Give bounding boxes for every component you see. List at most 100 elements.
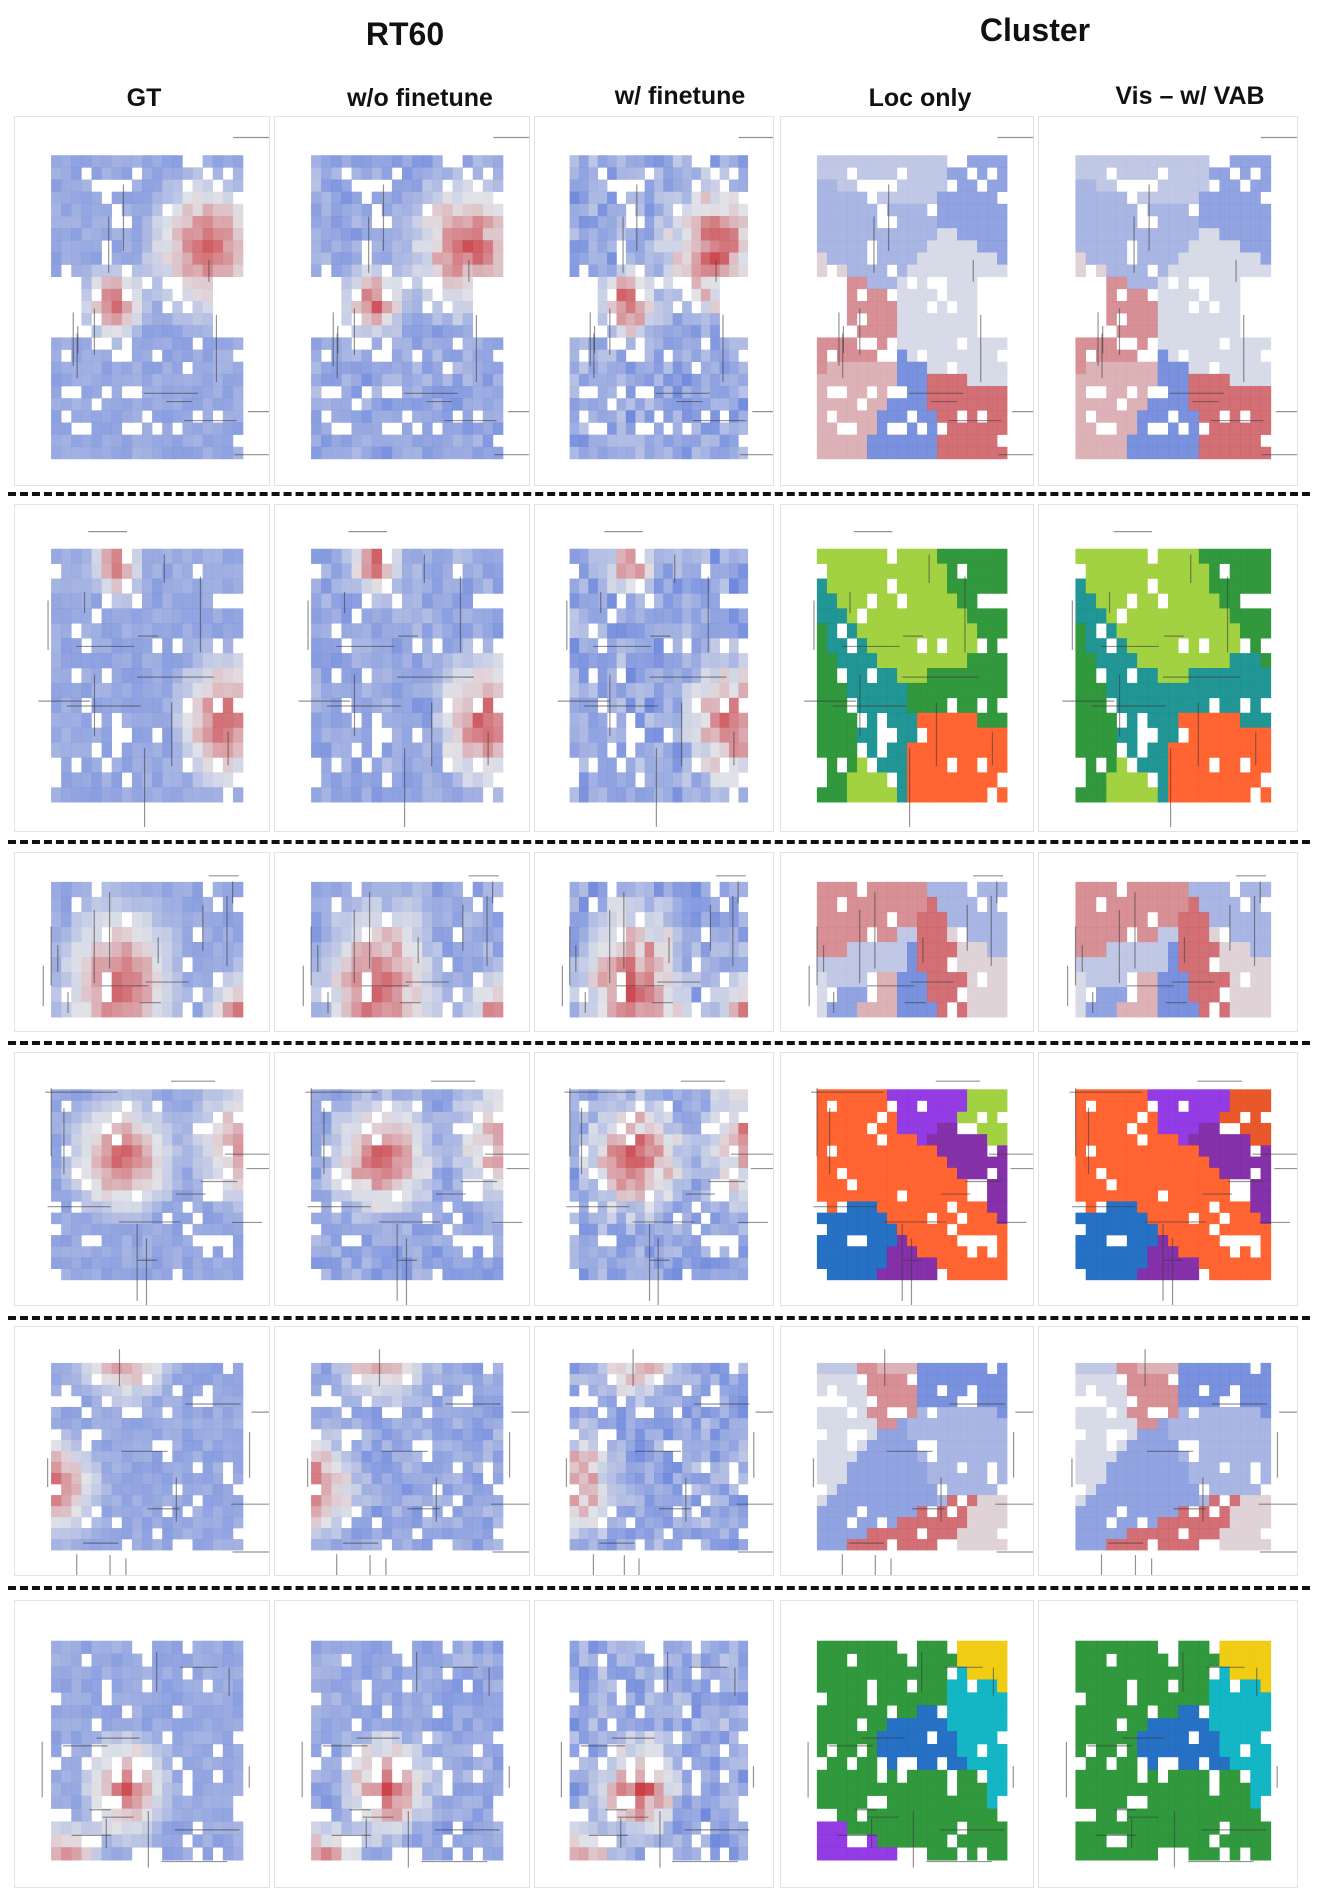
grid-cell — [816, 682, 828, 699]
grid-cell — [691, 742, 702, 758]
grid-cell — [1229, 942, 1241, 958]
grid-cell — [1198, 446, 1210, 460]
grid-cell — [422, 881, 433, 898]
grid-cell — [977, 215, 988, 229]
grid-cell — [71, 926, 82, 943]
grid-cell — [432, 240, 443, 253]
grid-cell — [452, 228, 463, 241]
grid-cell — [1239, 911, 1251, 928]
grid-cell — [997, 179, 1008, 192]
grid-cell — [997, 623, 1008, 639]
grid-cell — [472, 772, 484, 788]
grid-cell — [1157, 926, 1169, 943]
grid-cell — [462, 896, 474, 913]
grid-cell — [462, 228, 474, 241]
grid-cell — [131, 434, 143, 448]
grid-cell — [607, 682, 617, 699]
grid-cell — [101, 446, 112, 460]
grid-cell — [1096, 434, 1107, 448]
grid-cell — [1147, 203, 1159, 217]
grid-cell — [472, 240, 484, 253]
grid-cell — [957, 434, 968, 448]
grid-cell — [412, 1167, 423, 1180]
grid-cell — [111, 1100, 123, 1113]
grid-cell — [452, 881, 463, 898]
grid-cell — [222, 1156, 234, 1169]
grid-cell — [182, 593, 193, 609]
grid-cell — [202, 787, 214, 803]
grid-cell — [142, 653, 153, 669]
grid-cell — [957, 972, 968, 988]
grid-cell — [997, 410, 1008, 423]
grid-cell — [482, 1122, 494, 1135]
grid-cell — [341, 252, 352, 265]
grid-cell — [672, 215, 683, 229]
grid-cell — [202, 434, 214, 448]
grid-cell — [625, 787, 636, 803]
grid-cell — [341, 942, 352, 958]
grid-cell — [1126, 167, 1138, 180]
grid-cell — [826, 682, 838, 699]
grid-cell — [381, 301, 393, 314]
grid-cell — [977, 155, 988, 168]
grid-cell — [1229, 191, 1241, 205]
grid-cell — [71, 264, 82, 278]
grid-cell — [682, 155, 692, 168]
grid-cell — [321, 668, 332, 684]
grid-cell — [331, 155, 342, 168]
grid-cell — [51, 215, 62, 229]
grid-cell — [578, 398, 589, 411]
grid-cell — [182, 337, 193, 350]
grid-cell — [412, 240, 423, 253]
grid-cell — [1168, 942, 1179, 958]
grid-cell — [1188, 638, 1200, 654]
grid-cell — [212, 1257, 224, 1269]
grid-cell — [162, 987, 173, 1003]
grid-cell — [616, 155, 627, 168]
grid-cell — [654, 288, 664, 302]
grid-cell — [1229, 653, 1241, 669]
grid-cell — [1250, 896, 1261, 913]
grid-cell — [947, 252, 958, 265]
grid-cell — [1075, 742, 1087, 758]
grid-cell — [422, 398, 433, 411]
grid-cell — [331, 337, 342, 350]
grid-cell — [644, 301, 655, 314]
grid-cell — [644, 548, 655, 564]
grid-cell — [710, 638, 720, 654]
grid-cell — [391, 638, 403, 654]
grid-cell — [1178, 757, 1189, 773]
grid-cell — [142, 972, 153, 988]
grid-cell — [492, 926, 504, 943]
grid-cell — [927, 252, 938, 265]
floorplan-panel-w-finetune — [534, 1052, 774, 1306]
grid-cell — [1137, 772, 1148, 788]
grid-cell — [91, 942, 102, 958]
grid-cell — [654, 623, 664, 639]
grid-cell — [719, 881, 730, 898]
grid-cell — [616, 911, 627, 928]
grid-cell — [462, 653, 474, 669]
grid-cell — [351, 1100, 362, 1113]
grid-cell — [1096, 712, 1107, 728]
grid-cell — [578, 179, 589, 192]
grid-cell — [1137, 446, 1148, 460]
grid-cell — [321, 215, 332, 229]
grid-cell — [402, 881, 413, 898]
grid-cell — [131, 638, 143, 654]
grid-cell — [142, 398, 153, 411]
grid-cell — [987, 563, 998, 579]
grid-cell — [381, 1246, 393, 1258]
grid-cell — [111, 410, 123, 423]
grid-cell — [192, 1246, 203, 1258]
grid-cell — [131, 373, 143, 387]
grid-cell — [682, 386, 692, 399]
grid-cell — [1188, 942, 1200, 958]
grid-cell — [1085, 638, 1097, 654]
grid-cell — [202, 623, 214, 639]
grid-cell — [432, 313, 443, 326]
grid-cell — [729, 623, 739, 639]
grid-cell — [1137, 757, 1148, 773]
grid-cell — [917, 361, 928, 375]
grid-cell — [672, 896, 683, 913]
